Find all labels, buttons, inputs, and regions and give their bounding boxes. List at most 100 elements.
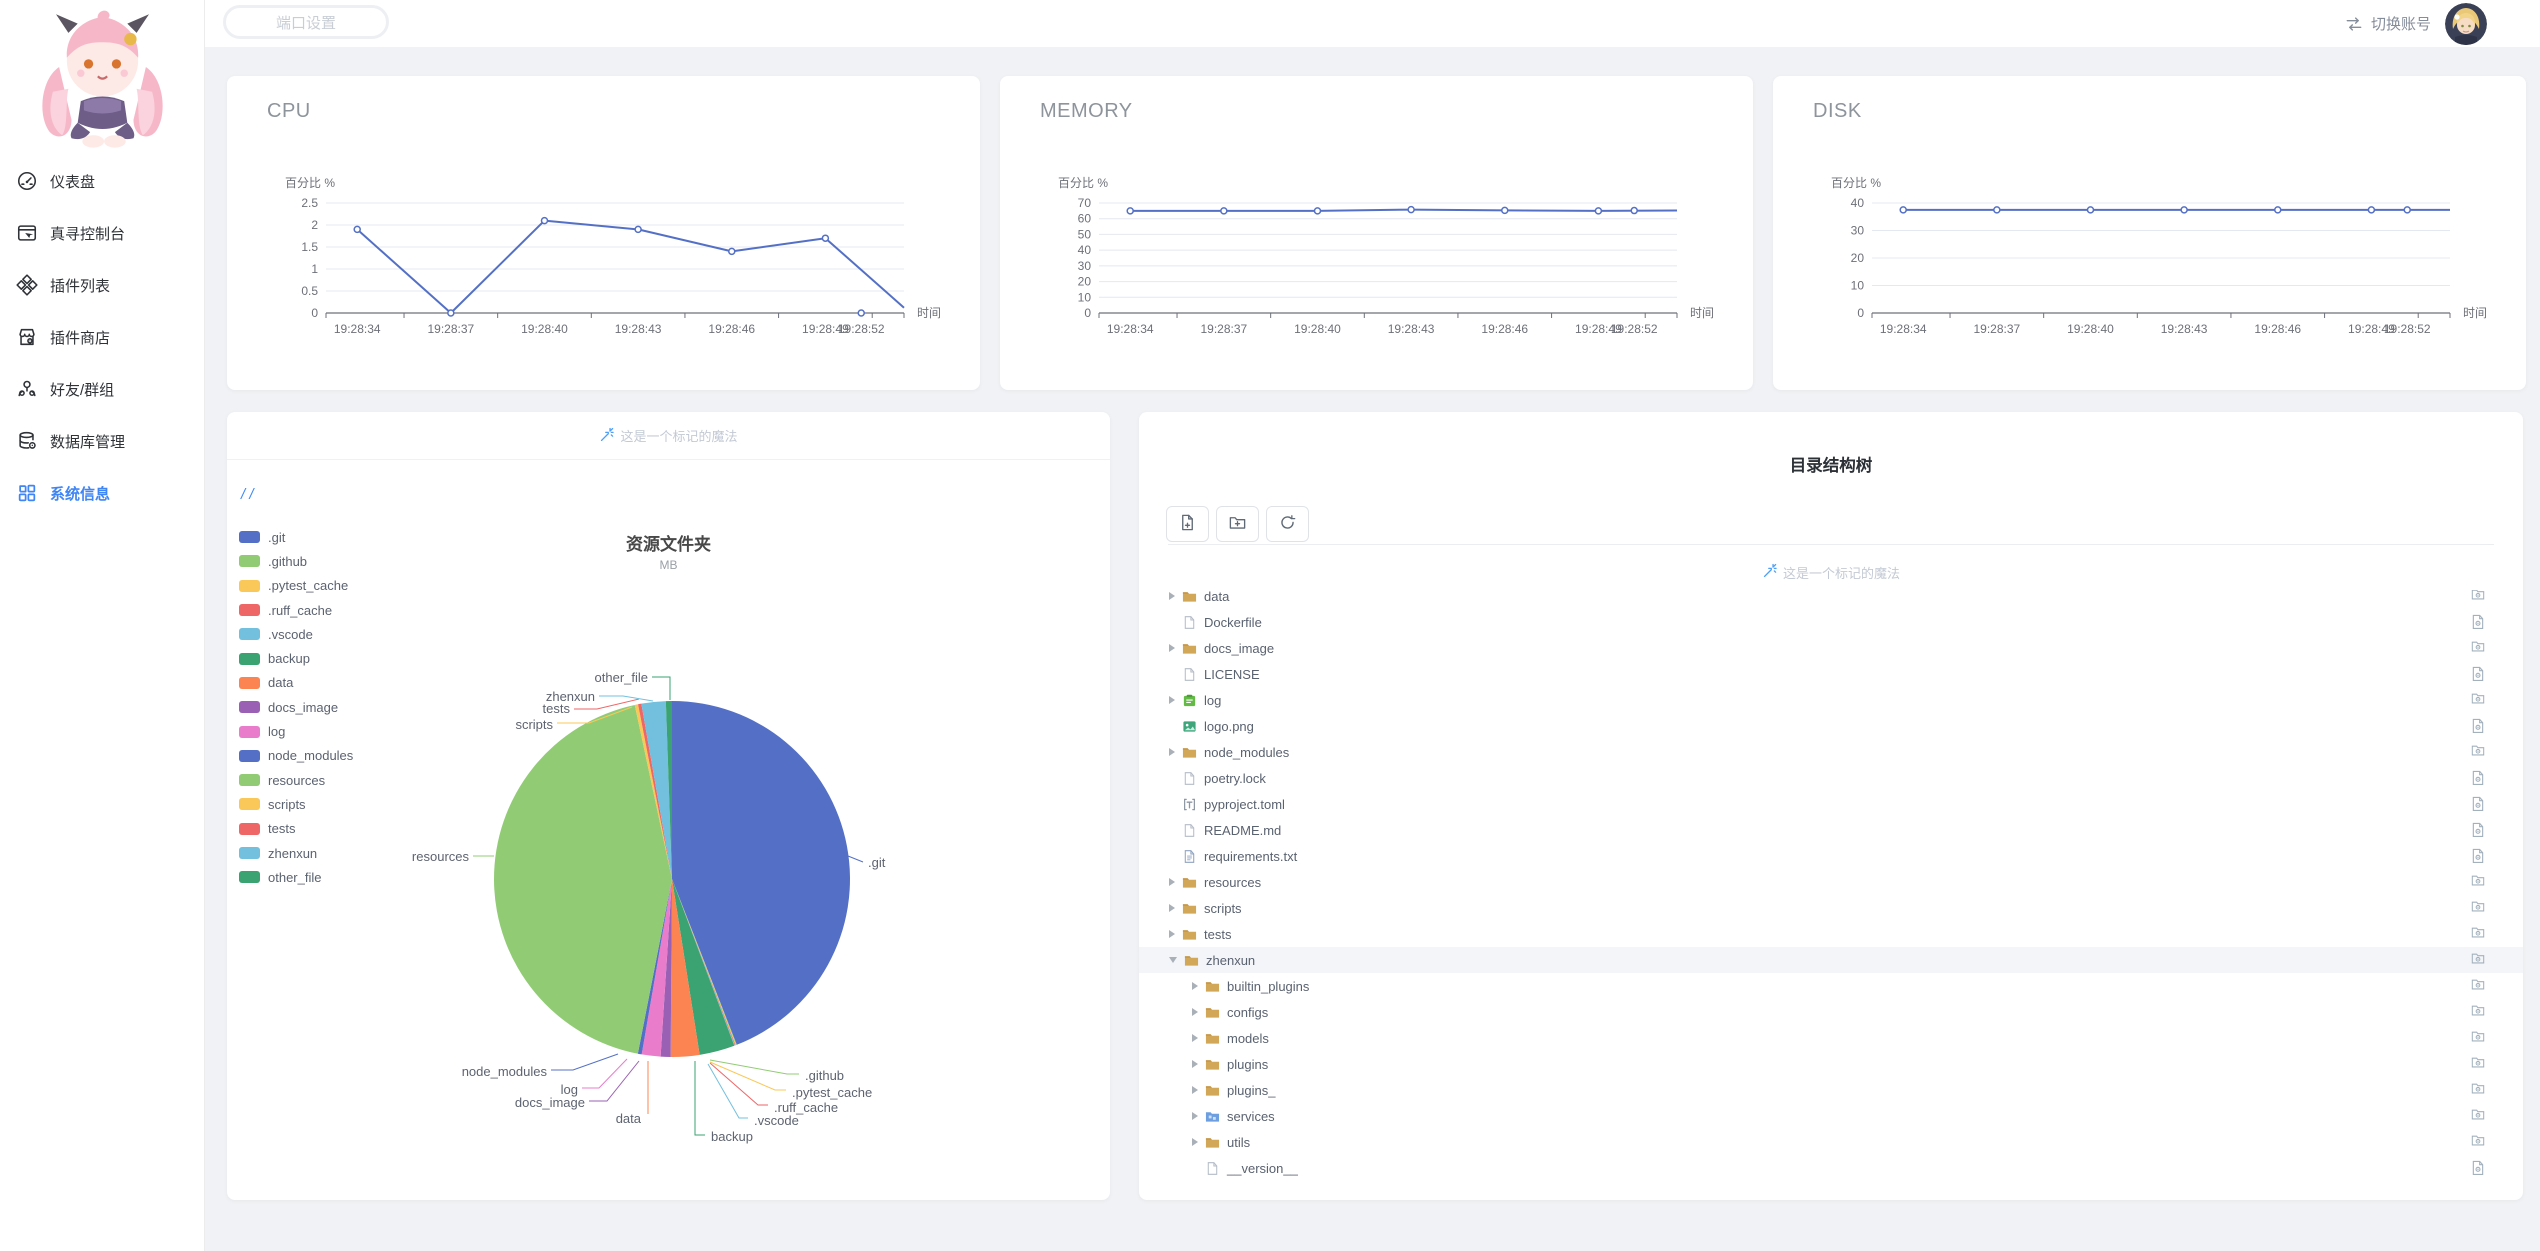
expand-caret-icon[interactable] xyxy=(1192,1008,1198,1016)
pie-slice-.ruff_cache[interactable] xyxy=(672,879,736,1046)
tree-viewport[interactable]: data Dockerfile docs_image LICENSE log logo.p… xyxy=(1139,590,2523,1187)
download-file-icon[interactable] xyxy=(2471,614,2485,630)
tree-row-utils[interactable]: utils xyxy=(1139,1129,2523,1155)
legend-item-backup[interactable]: backup xyxy=(239,646,353,670)
download-folder-icon[interactable] xyxy=(2471,874,2485,890)
download-folder-icon[interactable] xyxy=(2471,1004,2485,1020)
pie-slice-log[interactable] xyxy=(641,879,672,1057)
expand-caret-icon[interactable] xyxy=(1169,592,1175,600)
port-settings-button[interactable]: 端口设置 xyxy=(223,5,389,39)
download-folder-icon[interactable] xyxy=(2471,744,2485,760)
pie-slice-docs_image[interactable] xyxy=(660,879,672,1057)
download-folder-icon[interactable] xyxy=(2471,1108,2485,1124)
expand-caret-icon[interactable] xyxy=(1169,930,1175,938)
tree-row-scripts[interactable]: scripts xyxy=(1139,895,2523,921)
tree-row-node_modules[interactable]: node_modules xyxy=(1139,739,2523,765)
tree-row-log[interactable]: log xyxy=(1139,687,2523,713)
sidebar-item-4[interactable]: 好友/群组 xyxy=(0,363,204,415)
tree-row-docs_image[interactable]: docs_image xyxy=(1139,635,2523,661)
expand-caret-icon[interactable] xyxy=(1192,1086,1198,1094)
pie-slice-scripts[interactable] xyxy=(634,704,672,879)
new-folder-button[interactable] xyxy=(1216,506,1259,542)
legend-item-data[interactable]: data xyxy=(239,671,353,695)
expand-caret-icon[interactable] xyxy=(1169,748,1175,756)
legend-item-.vscode[interactable]: .vscode xyxy=(239,622,353,646)
collapse-caret-icon[interactable] xyxy=(1169,957,1177,963)
legend-item-.git[interactable]: .git xyxy=(239,525,353,549)
breadcrumb[interactable]: / / xyxy=(241,486,254,503)
sidebar-item-5[interactable]: 数据库管理 xyxy=(0,415,204,467)
download-folder-icon[interactable] xyxy=(2471,590,2485,604)
tree-row-requirements.txt[interactable]: requirements.txt xyxy=(1139,843,2523,869)
tree-row-zhenxun[interactable]: zhenxun xyxy=(1139,947,2523,973)
tree-row-poetry.lock[interactable]: poetry.lock xyxy=(1139,765,2523,791)
download-file-icon[interactable] xyxy=(2471,666,2485,682)
legend-item-zhenxun[interactable]: zhenxun xyxy=(239,841,353,865)
expand-caret-icon[interactable] xyxy=(1192,1138,1198,1146)
user-avatar[interactable] xyxy=(2445,2,2487,45)
download-folder-icon[interactable] xyxy=(2471,1082,2485,1098)
download-folder-icon[interactable] xyxy=(2471,1030,2485,1046)
expand-caret-icon[interactable] xyxy=(1169,904,1175,912)
sidebar-item-3[interactable]: 插件商店 xyxy=(0,311,204,363)
download-folder-icon[interactable] xyxy=(2471,900,2485,916)
pie-slice-other_file[interactable] xyxy=(665,701,672,879)
legend-item-docs_image[interactable]: docs_image xyxy=(239,695,353,719)
pie-slice-zhenxun[interactable] xyxy=(641,701,672,879)
tree-row-models[interactable]: models xyxy=(1139,1025,2523,1051)
pie-slice-node_modules[interactable] xyxy=(637,879,672,1055)
tree-row-logo.png[interactable]: logo.png xyxy=(1139,713,2523,739)
expand-caret-icon[interactable] xyxy=(1192,1060,1198,1068)
refresh-button[interactable] xyxy=(1266,506,1309,542)
legend-item-other_file[interactable]: other_file xyxy=(239,865,353,889)
pie-slice-data[interactable] xyxy=(670,879,700,1057)
tree-row-__version__[interactable]: __version__ xyxy=(1139,1155,2523,1181)
pie-slice-.github[interactable] xyxy=(672,879,737,1046)
legend-item-log[interactable]: log xyxy=(239,719,353,743)
download-file-icon[interactable] xyxy=(2471,822,2485,838)
legend-item-.pytest_cache[interactable]: .pytest_cache xyxy=(239,574,353,598)
tree-row-data[interactable]: data xyxy=(1139,590,2523,609)
pie-slice-resources[interactable] xyxy=(494,704,672,1054)
download-folder-icon[interactable] xyxy=(2471,640,2485,656)
pie-slice-.git[interactable] xyxy=(672,701,850,1045)
expand-caret-icon[interactable] xyxy=(1169,644,1175,652)
tree-row-LICENSE[interactable]: LICENSE xyxy=(1139,661,2523,687)
tree-row-plugins[interactable]: plugins xyxy=(1139,1051,2523,1077)
download-folder-icon[interactable] xyxy=(2471,692,2485,708)
tree-row-plugins_[interactable]: plugins_ xyxy=(1139,1077,2523,1103)
download-folder-icon[interactable] xyxy=(2471,926,2485,942)
sidebar-item-1[interactable]: 真寻控制台 xyxy=(0,207,204,259)
download-folder-icon[interactable] xyxy=(2471,1056,2485,1072)
legend-item-node_modules[interactable]: node_modules xyxy=(239,744,353,768)
pie-slice-backup[interactable] xyxy=(672,879,735,1055)
download-folder-icon[interactable] xyxy=(2471,1134,2485,1150)
pie-slice-.vscode[interactable] xyxy=(672,879,735,1046)
expand-caret-icon[interactable] xyxy=(1169,696,1175,704)
tree-row-builtin_plugins[interactable]: builtin_plugins xyxy=(1139,973,2523,999)
sidebar-item-6[interactable]: 系统信息 xyxy=(0,467,204,519)
expand-caret-icon[interactable] xyxy=(1192,1112,1198,1120)
expand-caret-icon[interactable] xyxy=(1192,1034,1198,1042)
download-file-icon[interactable] xyxy=(2471,770,2485,786)
download-folder-icon[interactable] xyxy=(2471,978,2485,994)
download-file-icon[interactable] xyxy=(2471,1160,2485,1176)
sidebar-item-2[interactable]: 插件列表 xyxy=(0,259,204,311)
download-file-icon[interactable] xyxy=(2471,796,2485,812)
tree-row-Dockerfile[interactable]: Dockerfile xyxy=(1139,609,2523,635)
pie-slice-.pytest_cache[interactable] xyxy=(672,879,737,1046)
expand-caret-icon[interactable] xyxy=(1192,982,1198,990)
legend-item-.github[interactable]: .github xyxy=(239,549,353,573)
legend-item-resources[interactable]: resources xyxy=(239,768,353,792)
download-file-icon[interactable] xyxy=(2471,848,2485,864)
download-file-icon[interactable] xyxy=(2471,718,2485,734)
sidebar-item-0[interactable]: 仪表盘 xyxy=(0,155,204,207)
pie-slice-tests[interactable] xyxy=(638,703,672,879)
legend-item-scripts[interactable]: scripts xyxy=(239,792,353,816)
expand-caret-icon[interactable] xyxy=(1169,878,1175,886)
download-folder-icon[interactable] xyxy=(2471,952,2485,968)
tree-row-pyproject.toml[interactable]: pyproject.toml xyxy=(1139,791,2523,817)
tree-row-configs[interactable]: configs xyxy=(1139,999,2523,1025)
legend-item-.ruff_cache[interactable]: .ruff_cache xyxy=(239,598,353,622)
tree-row-services[interactable]: services xyxy=(1139,1103,2523,1129)
